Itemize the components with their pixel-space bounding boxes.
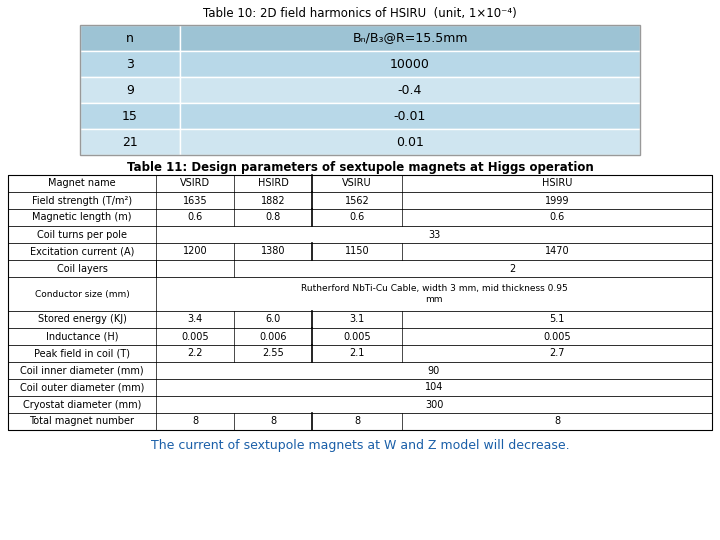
Text: 2.7: 2.7 [549,348,564,359]
Bar [80,129,180,155]
Text: 90: 90 [428,366,440,375]
Text: 1562: 1562 [345,195,369,206]
Text: 1470: 1470 [545,246,570,256]
Bar [8,396,712,413]
Text: 33: 33 [428,230,440,240]
Bar [8,226,712,243]
Text: 1200: 1200 [183,246,207,256]
Text: Peak field in coil (T): Peak field in coil (T) [34,348,130,359]
Text: 0.6: 0.6 [187,213,202,222]
Text: Coil inner diameter (mm): Coil inner diameter (mm) [20,366,144,375]
Text: 0.005: 0.005 [343,332,371,341]
Text: Inductance (H): Inductance (H) [46,332,118,341]
Text: 1635: 1635 [183,195,207,206]
Text: Cryostat diameter (mm): Cryostat diameter (mm) [23,400,141,409]
Text: Table 10: 2D field harmonics of HSIRU  (unit, 1×10⁻⁴): Table 10: 2D field harmonics of HSIRU (u… [203,6,517,19]
Text: Table 11: Design parameters of sextupole magnets at Higgs operation: Table 11: Design parameters of sextupole… [127,161,593,174]
Text: -0.01: -0.01 [394,110,426,123]
Text: -0.4: -0.4 [398,84,422,97]
Text: Stored energy (KJ): Stored energy (KJ) [37,314,127,325]
Text: Bₙ/B₃@R=15.5mm: Bₙ/B₃@R=15.5mm [352,31,468,44]
Text: 1882: 1882 [261,195,285,206]
Text: Excitation current (A): Excitation current (A) [30,246,134,256]
Text: 2.1: 2.1 [349,348,365,359]
Text: HSIRU: HSIRU [542,179,572,188]
Bar [8,175,712,192]
Text: n: n [126,31,134,44]
Text: 2.55: 2.55 [262,348,284,359]
Text: 6.0: 6.0 [266,314,281,325]
Text: 1150: 1150 [345,246,369,256]
Text: 9: 9 [126,84,134,97]
Text: 5.1: 5.1 [549,314,564,325]
Text: The current of sextupole magnets at W and Z model will decrease.: The current of sextupole magnets at W an… [150,438,570,451]
Text: 21: 21 [122,136,138,148]
Text: 2: 2 [509,264,515,273]
Text: 1999: 1999 [545,195,570,206]
Text: 0.01: 0.01 [396,136,424,148]
Text: Coil layers: Coil layers [57,264,107,273]
Bar [8,277,712,311]
Bar [8,209,712,226]
Text: VSIRU: VSIRU [342,179,372,188]
Text: 10000: 10000 [390,57,430,71]
Bar [8,413,712,430]
Text: 0.6: 0.6 [349,213,364,222]
Text: Total magnet number: Total magnet number [30,416,135,427]
Text: Magnet name: Magnet name [48,179,116,188]
Text: 3: 3 [126,57,134,71]
Text: 0.005: 0.005 [543,332,571,341]
Text: 3.1: 3.1 [349,314,364,325]
Text: 0.8: 0.8 [266,213,281,222]
Text: Conductor size (mm): Conductor size (mm) [35,289,130,299]
Bar [180,51,640,77]
Text: 300: 300 [425,400,444,409]
Bar [8,379,712,396]
Text: 2.2: 2.2 [187,348,203,359]
Text: Field strength (T/m²): Field strength (T/m²) [32,195,132,206]
Text: 3.4: 3.4 [187,314,202,325]
Bar [8,192,712,209]
Bar [180,77,640,103]
Bar [8,345,712,362]
Bar [8,328,712,345]
Bar [8,260,712,277]
Text: Coil outer diameter (mm): Coil outer diameter (mm) [20,382,144,393]
Text: 1380: 1380 [261,246,285,256]
Bar [8,311,712,328]
Text: 15: 15 [122,110,138,123]
Bar [8,243,712,260]
Text: 8: 8 [554,416,560,427]
Bar [180,25,640,51]
Text: Rutherford NbTi-Cu Cable, width 3 mm, mid thickness 0.95
mm: Rutherford NbTi-Cu Cable, width 3 mm, mi… [301,284,567,303]
Bar [80,77,180,103]
Text: 8: 8 [354,416,360,427]
Bar [80,51,180,77]
Text: Coil turns per pole: Coil turns per pole [37,230,127,240]
Text: 8: 8 [192,416,198,427]
Bar [180,103,640,129]
Text: HSIRD: HSIRD [258,179,289,188]
Bar [180,129,640,155]
Text: 104: 104 [425,382,444,393]
Text: Magnetic length (m): Magnetic length (m) [32,213,132,222]
Text: VSIRD: VSIRD [180,179,210,188]
Bar [80,25,640,155]
Bar [80,103,180,129]
Text: 0.005: 0.005 [181,332,209,341]
Text: 8: 8 [270,416,276,427]
Bar [8,362,712,379]
Text: 0.6: 0.6 [549,213,564,222]
Bar [80,25,180,51]
Text: 0.006: 0.006 [259,332,287,341]
Bar [8,175,712,430]
